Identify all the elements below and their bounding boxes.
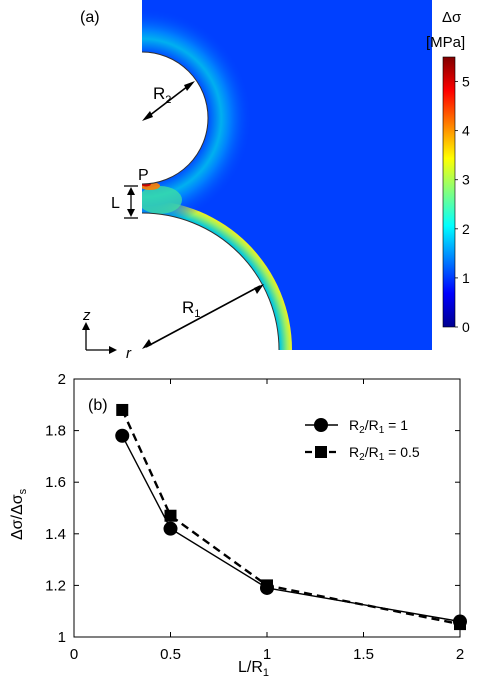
r2-arrowhead-end — [184, 81, 195, 91]
r1-arrow — [145, 285, 261, 348]
l-dimension: L — [111, 185, 138, 219]
legend-entry-series-2: R2/R1 = 0.5 — [305, 444, 420, 463]
data-point-square — [116, 403, 129, 416]
field-r2-gradient — [142, 8, 252, 228]
x-tick-label: 2 — [456, 646, 464, 663]
data-point-circle — [163, 521, 178, 536]
coordinate-axes: z r — [82, 307, 132, 362]
y-tick-label: 2 — [58, 371, 66, 388]
colorbar-tick-label: 0 — [462, 319, 470, 335]
r1-arrowhead-start — [142, 339, 152, 349]
series-group — [115, 403, 467, 631]
z-axis-label: z — [82, 307, 91, 324]
x-tick-label: 0.5 — [160, 646, 181, 663]
y-tick-label: 1.8 — [45, 423, 66, 440]
x-tick-label: 0 — [70, 646, 78, 663]
y-tick-label: 1.4 — [45, 526, 66, 543]
series-2 — [116, 403, 466, 631]
x-axis-ticks: 0 0.5 1 1.5 2 — [70, 379, 464, 663]
data-point-circle — [115, 428, 130, 443]
r2-arrow — [144, 82, 193, 120]
data-point-square — [261, 579, 273, 592]
series-1-line — [121, 435, 461, 623]
r1-dimension: R1 — [142, 284, 264, 349]
y-axis-ticks: 1 1.2 1.4 1.6 1.8 2 — [45, 371, 460, 646]
data-point-square — [164, 509, 177, 522]
legend-marker-circle — [314, 418, 328, 432]
colorbar-gradient — [442, 56, 456, 328]
colorbar-tick-label: 5 — [462, 74, 470, 90]
r2-dimension: R2 — [142, 81, 195, 121]
r-axis-label: r — [126, 345, 132, 362]
x-tick-label: 1.5 — [353, 646, 374, 663]
boundary-r2 — [141, 51, 209, 185]
colorbar-tick-label: 3 — [462, 172, 470, 188]
y-tick-label: 1.6 — [45, 474, 66, 491]
legend: R2/R1 = 1 R2/R1 = 0.5 — [305, 417, 420, 463]
colorbar-tick-label: 2 — [462, 221, 470, 237]
colorbar-ticks: 5 4 3 2 1 0 — [455, 74, 470, 335]
colorbar: Δσ [MPa] 5 4 3 2 1 0 — [426, 9, 470, 335]
x-axis-label: L/R1 — [238, 659, 269, 679]
point-p-label: P — [138, 167, 149, 184]
legend-entry-series-1: R2/R1 = 1 — [305, 417, 408, 436]
y-axis-label: Δσ/Δσs — [9, 488, 29, 540]
panel-b-label: (b) — [88, 397, 108, 414]
r1-arrowhead-end — [254, 284, 264, 294]
l-arrowhead-up — [127, 187, 135, 195]
r1-label: R1 — [182, 298, 200, 320]
z-axis-arrowhead — [82, 322, 90, 330]
panel-a-label: (a) — [80, 9, 100, 26]
colorbar-tick-label: 1 — [462, 270, 470, 286]
y-tick-label: 1.2 — [45, 577, 66, 594]
series-2-line — [121, 409, 461, 626]
r-axis-arrowhead — [109, 346, 117, 354]
x-tick-label: 1 — [263, 646, 271, 663]
panel-b: (b) 0 0.5 1 1.5 2 1 1.2 1.4 1.6 1.8 2 L/R1 Δσ/Δσs… — [9, 371, 467, 679]
boundary-r1 — [141, 212, 280, 351]
y-tick-label: 1 — [58, 629, 66, 646]
colorbar-symbol: Δσ — [442, 9, 462, 26]
colorbar-unit: [MPa] — [426, 34, 465, 51]
legend-marker-square — [315, 446, 327, 458]
l-arrowhead-down — [127, 209, 135, 217]
field-r1-gradient — [142, 200, 292, 350]
field-neck-region — [142, 186, 182, 214]
r2-arrowhead-start — [142, 111, 153, 121]
legend-label-series-1: R2/R1 = 1 — [349, 417, 408, 436]
colorbar-tick-label: 4 — [462, 123, 470, 139]
l-label: L — [111, 195, 120, 212]
data-point-square — [454, 618, 466, 631]
legend-label-series-2: R2/R1 = 0.5 — [349, 444, 420, 463]
r2-label: R2 — [153, 84, 171, 106]
